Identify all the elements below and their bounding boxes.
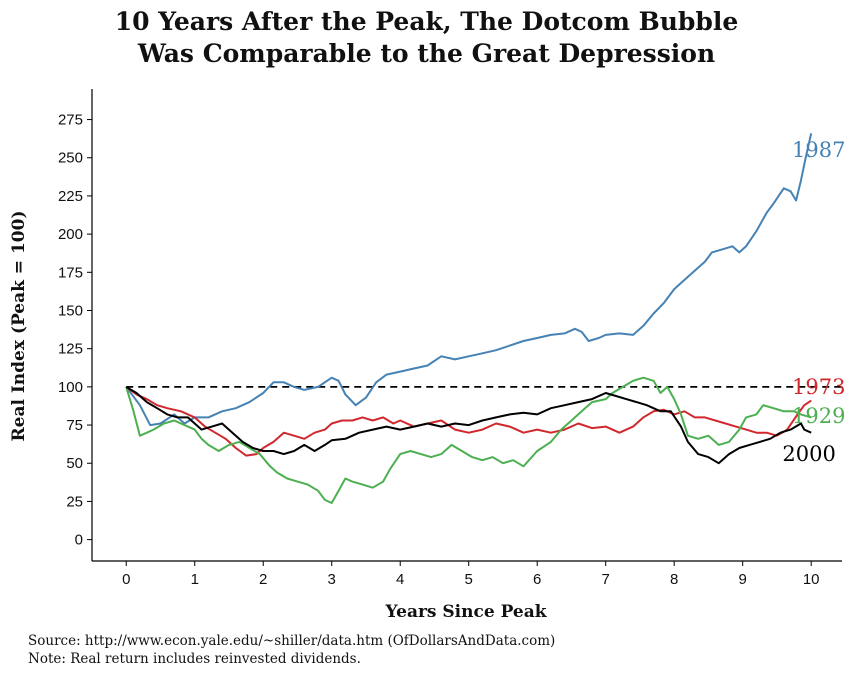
x-tick-label: 7 xyxy=(602,571,610,588)
chart-footer: Source: http://www.econ.yale.edu/~shille… xyxy=(28,632,555,668)
x-tick-label: 1 xyxy=(191,571,199,588)
series-label-2000: 2000 xyxy=(782,442,835,466)
y-tick-label: 50 xyxy=(66,455,83,472)
y-tick-label: 275 xyxy=(58,112,83,129)
series-line-1929 xyxy=(125,376,812,504)
chart-title-line-1: 10 Years After the Peak, The Dotcom Bubb… xyxy=(114,7,739,36)
series-line-1987 xyxy=(125,133,813,427)
x-tick-label: 3 xyxy=(328,571,336,588)
x-tick-label: 9 xyxy=(739,571,747,588)
x-tick-label: 0 xyxy=(122,571,130,588)
x-tick-label: 5 xyxy=(465,571,473,588)
y-tick-label: 175 xyxy=(58,264,83,281)
y-axis-title: Real Index (Peak = 100) xyxy=(9,211,29,442)
y-tick-label: 0 xyxy=(75,532,83,549)
y-tick-label: 100 xyxy=(58,379,83,396)
x-tick-label: 6 xyxy=(533,571,541,588)
y-tick-label: 250 xyxy=(58,150,83,167)
series-lines xyxy=(125,133,813,504)
y-tick-label: 25 xyxy=(66,493,83,510)
y-tick-label: 75 xyxy=(66,417,83,434)
chart-title: 10 Years After the Peak, The Dotcom Bubb… xyxy=(0,6,853,70)
series-label-1987: 1987 xyxy=(792,138,845,162)
x-tick-label: 4 xyxy=(396,571,404,588)
x-axis-title: Years Since Peak xyxy=(384,602,547,622)
x-tick-label: 8 xyxy=(670,571,678,588)
series-line-1973 xyxy=(125,386,812,457)
series-label-1973: 1973 xyxy=(792,375,845,399)
chart-title-line-2: Was Comparable to the Great Depression xyxy=(137,39,716,68)
y-tick-label: 200 xyxy=(58,226,83,243)
x-tick-label: 2 xyxy=(259,571,267,588)
dividends-note: Note: Real return includes reinvested di… xyxy=(28,651,361,667)
series-label-1929: 1929 xyxy=(792,404,845,428)
y-tick-label: 125 xyxy=(58,341,83,358)
axes: 0 25 50 75 100 125 150 175 200 225 250 275 0 1 2 3 4 5 6 7 8… xyxy=(58,89,842,588)
x-tick-label: 10 xyxy=(803,571,820,588)
y-tick-label: 150 xyxy=(58,302,83,319)
y-tick-label: 225 xyxy=(58,188,83,205)
series-labels: 1987 1973 1929 2000 xyxy=(782,138,845,466)
series-line-2000 xyxy=(125,386,812,465)
source-note: Source: http://www.econ.yale.edu/~shille… xyxy=(28,633,556,649)
